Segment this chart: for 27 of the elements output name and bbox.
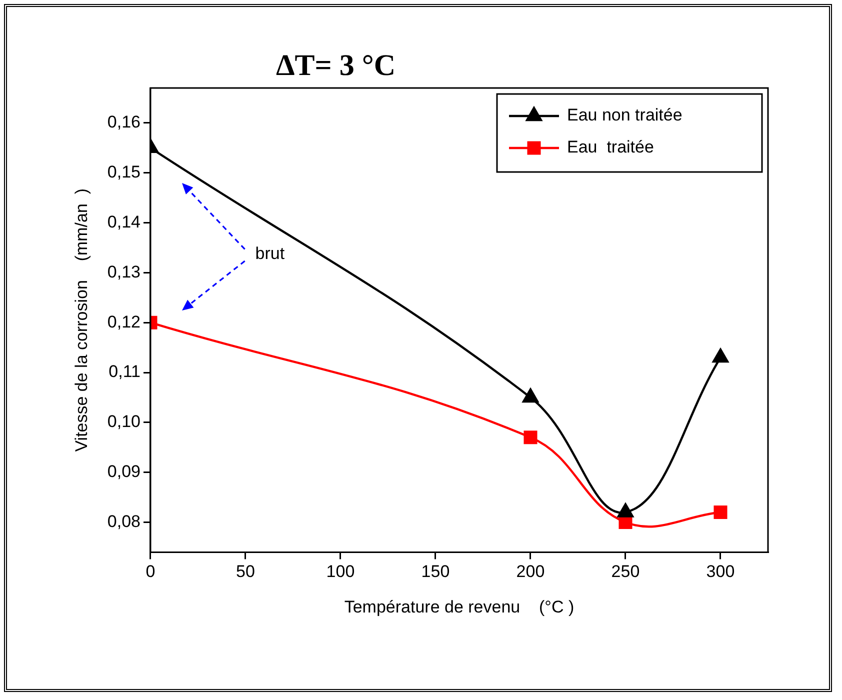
chart-title: ΔT= 3 °C	[276, 48, 396, 82]
annotation: brut	[255, 244, 285, 264]
x-tick-label: 100	[326, 562, 355, 582]
y-tick-label: 0,15	[107, 162, 140, 182]
y-tick-label: 0,09	[107, 462, 140, 482]
y-tick-label: 0,14	[107, 212, 140, 232]
y-tick-label: 0,08	[107, 512, 140, 531]
y-tick-label: 0,10	[107, 412, 140, 432]
x-tick-label: 0	[146, 562, 156, 582]
legend-label: Eau traitée	[567, 138, 654, 157]
y-axis-title: Vitesse de la corrosion (mm/an )	[72, 188, 91, 452]
x-tick-label: 150	[421, 562, 450, 582]
x-tick-label: 50	[236, 562, 255, 582]
x-tick-label: 250	[611, 562, 640, 582]
y-tick-label: 0,13	[107, 262, 140, 282]
point	[714, 506, 728, 520]
y-tick-label: 0,16	[107, 112, 140, 132]
x-tick-label: 300	[706, 562, 735, 582]
x-axis-title: Température de revenu (°C )	[344, 597, 574, 616]
point	[522, 388, 539, 403]
point	[524, 430, 538, 444]
point	[618, 515, 632, 530]
legend-label: Eau non traitée	[567, 106, 682, 125]
y-tick-label: 0,12	[107, 312, 140, 332]
y-tick-label: 0,11	[108, 362, 140, 382]
x-tick-label: 200	[516, 562, 545, 582]
point	[712, 348, 729, 363]
